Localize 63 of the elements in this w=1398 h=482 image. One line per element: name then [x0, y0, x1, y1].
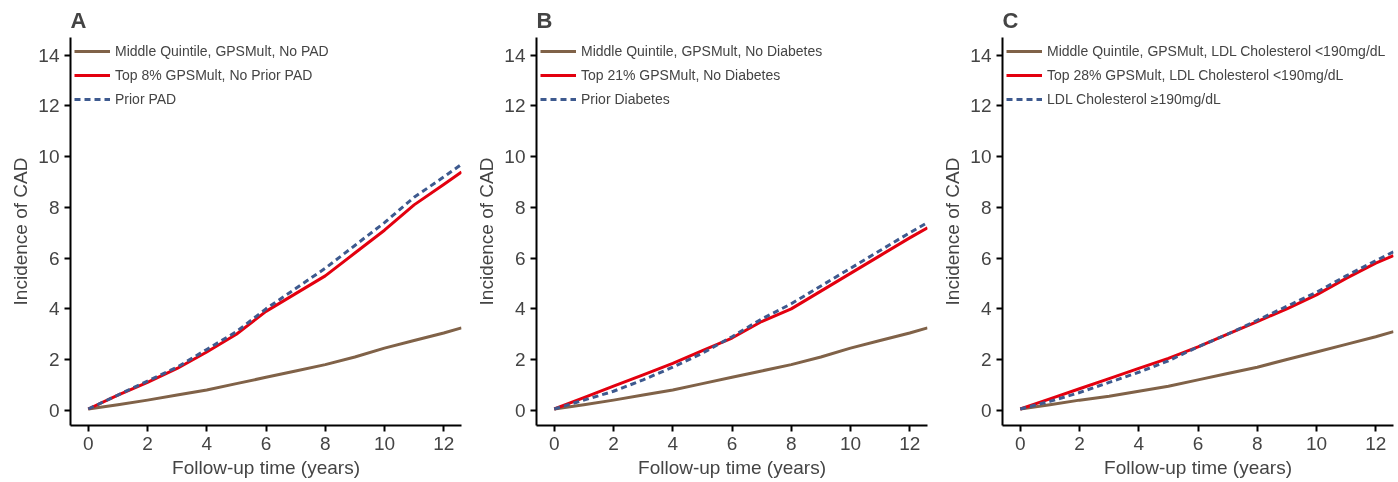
legend-label: Middle Quintile, GPSMult, No PAD [115, 43, 329, 59]
x-tick-label: 0 [1014, 432, 1026, 454]
x-tick-label: 10 [1305, 432, 1328, 454]
legend-label: Top 28% GPSMult, LDL Cholesterol <190mg/dL [1047, 67, 1344, 83]
y-tick-label: 2 [514, 349, 526, 371]
y-tick-label: 10 [38, 146, 60, 168]
chart-title: A [70, 7, 87, 33]
x-tick-label: 10 [839, 432, 862, 454]
x-tick-label: 4 [201, 432, 213, 454]
y-tick-label: 2 [980, 349, 992, 371]
y-tick-label: 14 [504, 44, 526, 66]
y-tick-label: 14 [970, 44, 992, 66]
legend-label: Middle Quintile, GPSMult, LDL Cholesterol <190mg/dL [1047, 43, 1386, 59]
y-tick-label: 6 [48, 247, 60, 269]
y-tick-label: 4 [48, 298, 60, 320]
x-tick-label: 2 [1074, 432, 1085, 454]
x-tick-label: 6 [1192, 432, 1204, 454]
legend-label: Top 21% GPSMult, No Diabetes [581, 67, 781, 83]
y-tick-label: 2 [48, 349, 60, 371]
x-tick-label: 12 [1365, 432, 1387, 454]
y-axis-title: Incidence of CAD [10, 157, 32, 306]
x-tick-label: 12 [433, 432, 455, 454]
y-tick-label: 12 [38, 95, 60, 117]
x-tick-label: 6 [726, 432, 738, 454]
x-tick-label: 0 [548, 432, 560, 454]
chart-title: B [536, 7, 553, 33]
y-axis-title: Incidence of CAD [942, 157, 964, 306]
x-tick-label: 6 [260, 432, 272, 454]
y-tick-label: 6 [514, 247, 526, 269]
legend-label: Top 8% GPSMult, No Prior PAD [115, 67, 313, 83]
x-axis-title: Follow-up time (years) [638, 456, 826, 478]
y-tick-label: 6 [980, 247, 992, 269]
y-tick-label: 4 [514, 298, 526, 320]
x-axis-title: Follow-up time (years) [1104, 456, 1292, 478]
y-tick-label: 8 [980, 196, 992, 218]
x-axis-title: Follow-up time (years) [172, 456, 360, 478]
y-tick-label: 12 [504, 95, 526, 117]
legend-label: Prior Diabetes [581, 91, 670, 107]
chart-title: C [1002, 7, 1019, 33]
x-tick-label: 4 [667, 432, 679, 454]
y-tick-label: 14 [38, 44, 60, 66]
y-tick-label: 0 [514, 399, 526, 421]
legend-label: Middle Quintile, GPSMult, No Diabetes [581, 43, 823, 59]
y-tick-label: 8 [514, 196, 526, 218]
x-tick-label: 8 [319, 432, 331, 454]
x-tick-label: 2 [142, 432, 153, 454]
x-tick-label: 8 [785, 432, 797, 454]
x-tick-label: 12 [899, 432, 921, 454]
y-tick-label: 4 [980, 298, 992, 320]
y-tick-label: 12 [970, 95, 992, 117]
y-tick-label: 10 [970, 146, 992, 168]
x-tick-label: 2 [608, 432, 619, 454]
legend-label: LDL Cholesterol ≥190mg/dL [1047, 91, 1221, 107]
y-tick-label: 10 [504, 146, 526, 168]
y-tick-label: 8 [48, 196, 60, 218]
y-tick-label: 0 [980, 399, 992, 421]
x-tick-label: 4 [1133, 432, 1145, 454]
legend-label: Prior PAD [115, 91, 177, 107]
y-axis-title: Incidence of CAD [476, 157, 498, 306]
x-tick-label: 0 [82, 432, 94, 454]
x-tick-label: 8 [1251, 432, 1263, 454]
x-tick-label: 10 [373, 432, 396, 454]
y-tick-label: 0 [48, 399, 60, 421]
